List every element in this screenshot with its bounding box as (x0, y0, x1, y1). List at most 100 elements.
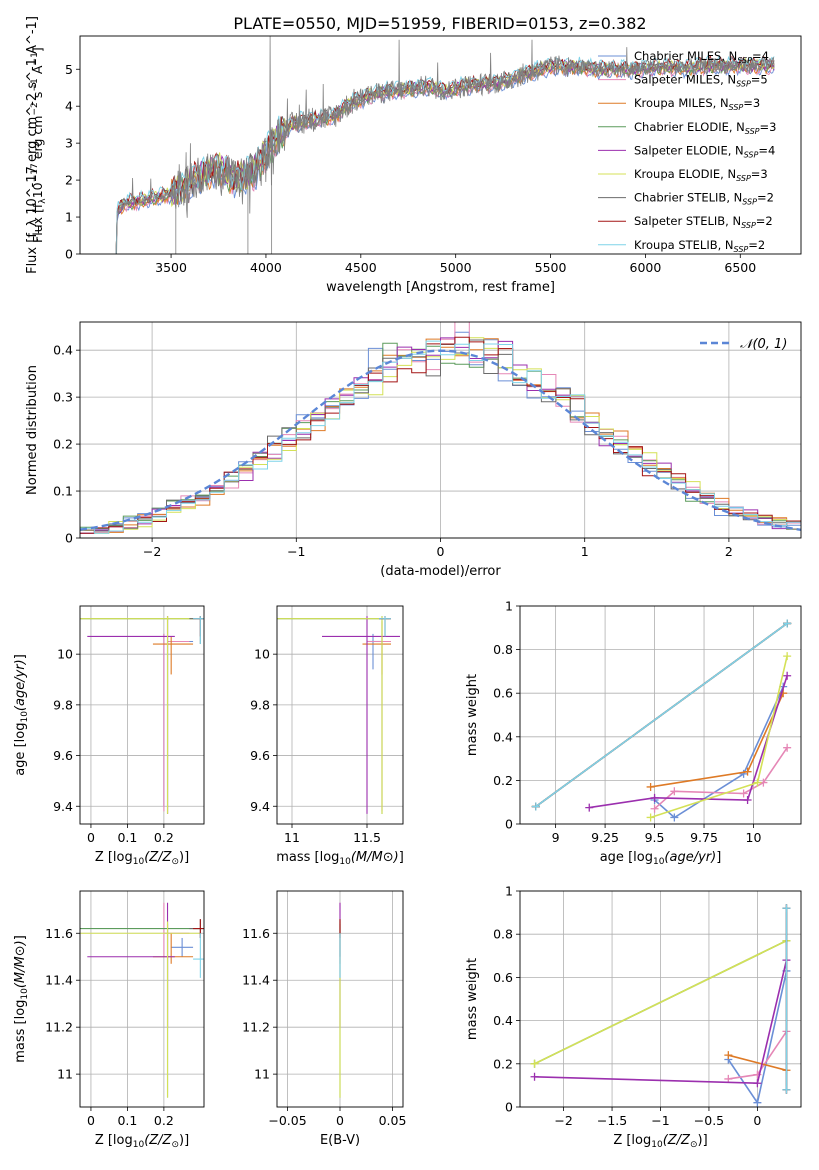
residual-histogram-panel: −2 −1 0 1 2 0 0.1 0.2 0.3 0.4 (data-model)/error No… (25, 321, 802, 579)
mass-vs-ebv-panel: −0.05 0 0.05 11 11.2 11.4 11.6 E(B-V) (242, 890, 407, 1148)
weight-marker (753, 1079, 762, 1088)
ticks: 3500 4000 4500 5000 5500 6000 6500 0 1 2 3 4 5 (65, 62, 756, 275)
y-axis-label: Normed distribution (25, 365, 40, 495)
weight-series-line (534, 939, 787, 1065)
x-tick-label: 5000 (440, 260, 472, 275)
axes-frame (519, 605, 802, 825)
errorbar-point (171, 937, 194, 957)
ticks: 0 0.1 0.2 9.4 9.6 9.8 10 (53, 647, 174, 845)
weight-marker (650, 804, 659, 813)
x-tick-label: −1 (651, 1113, 669, 1128)
weight-marker (739, 789, 748, 798)
x-tick-label: 11 (284, 830, 300, 845)
legend-entry: Kroupa MILES, NSSP=3 (634, 96, 760, 112)
axes-frame (519, 890, 802, 1108)
weight-marker (783, 652, 792, 661)
weight-marker (782, 1085, 791, 1094)
age-vs-mass-panel: 11 11.5 9.4 9.6 9.8 10 mass [log10(M/M⊙)] (250, 605, 404, 867)
weight-marker (585, 803, 594, 812)
y-axis-label: Flux [fλ 10 −17 erg cm −2 s −1 A −1 ] (30, 47, 48, 243)
y-tick-label: 11.2 (45, 1020, 73, 1035)
errorbar-point (152, 636, 194, 675)
errorbar-point (152, 933, 194, 964)
axes-frame (276, 605, 404, 825)
legend-entry: 𝒩(0, 1) (740, 337, 787, 352)
ticks: 0 0.1 0.2 11 11.2 11.4 11.6 (45, 926, 174, 1128)
x-axis-label: mass [log10(M/M⊙)] (276, 850, 404, 867)
weight-marker (783, 743, 792, 752)
y-tick-label: 0 (65, 531, 73, 546)
legend-entry: Kroupa ELODIE, NSSP=3 (634, 167, 768, 183)
x-tick-label: 3500 (155, 260, 187, 275)
x-axis-label: age [log10(age/yr)] (600, 850, 722, 867)
axes-frame (79, 890, 205, 1108)
data-layer (80, 902, 204, 1098)
data-layer (530, 904, 791, 1107)
x-tick-label: −2 (554, 1113, 572, 1128)
spectrum-panel: 3500 4000 4500 5000 5500 6000 6500 0 1 2 3 4 5 wavele… (25, 16, 802, 295)
weight-marker (743, 796, 752, 805)
errorbar-point (277, 616, 390, 814)
x-tick-label: 0.2 (154, 830, 174, 845)
model-spectrum-line (115, 55, 775, 254)
x-tick-label: 0 (87, 830, 95, 845)
x-axis-label: (data-model)/error (380, 564, 501, 579)
grid (80, 891, 204, 1107)
x-tick-label: 0.2 (154, 1113, 174, 1128)
x-tick-label: 4500 (345, 260, 377, 275)
x-axis-label: E(B-V) (320, 1133, 360, 1148)
data-layer (80, 322, 801, 534)
x-tick-label: 9.5 (645, 830, 665, 845)
x-tick-label: 0.05 (379, 1113, 407, 1128)
x-tick-label: 2 (725, 544, 733, 559)
x-tick-label: 0 (87, 1113, 95, 1128)
weight-marker (530, 1059, 539, 1068)
y-tick-label: 10 (254, 647, 270, 662)
data-layer (115, 36, 775, 254)
y-tick-label: 11.4 (45, 973, 73, 988)
axes-frame (276, 890, 404, 1108)
y-tick-label: 11.6 (45, 926, 73, 941)
weight-marker (646, 813, 655, 822)
x-tick-label: −1.5 (597, 1113, 627, 1128)
weight-marker (753, 778, 762, 787)
figure-title: PLATE=0550, MJD=51959, FIBERID=0153, z=0… (233, 14, 646, 33)
legend-entry: Salpeter MILES, NSSP=5 (634, 73, 768, 89)
x-tick-label: 0 (437, 544, 445, 559)
weight-vs-age-panel: 9 9.25 9.5 9.75 10 0 0.2 0.4 0.6 0.8 1 age [log10(a… (465, 599, 802, 867)
errorbar-point (367, 633, 391, 812)
x-tick-label: 6500 (724, 260, 756, 275)
weight-marker (783, 671, 792, 680)
x-axis-label: wavelength [Angstrom, rest frame] (326, 280, 555, 295)
y-tick-label: 0.4 (493, 1013, 513, 1028)
weight-marker (782, 904, 791, 913)
x-axis-label: Z [log10(Z/Z⊙)] (95, 850, 189, 867)
errorbar-point (189, 616, 204, 645)
y-tick-label: 5 (65, 62, 73, 77)
errorbar-point (322, 616, 400, 814)
spectrum-legend: Chabrier MILES, NSSP=4 Salpeter MILES, NS… (598, 49, 776, 254)
weight-series-line (535, 622, 788, 808)
weight-series-line (650, 692, 784, 788)
y-tick-label: 0.2 (493, 1056, 513, 1071)
y-tick-label: 0.2 (53, 437, 73, 452)
weight-marker (670, 813, 679, 822)
axes-frame (79, 35, 802, 255)
y-tick-label: 10 (57, 647, 73, 662)
weight-marker (530, 1072, 539, 1081)
y-axis-label: Flux [f_λ 10^-17 erg cm^-2 s^-1 A^-1] (25, 16, 40, 274)
y-tick-label: 1 (505, 599, 513, 614)
y-tick-label: 9.6 (250, 748, 270, 763)
ticks: −2 −1.5 −1 −0.5 0 0 0.2 0.4 0.6 0.8 1 (493, 884, 761, 1129)
x-tick-label: −1 (287, 544, 305, 559)
y-tick-label: 0 (65, 247, 73, 262)
errorbar-point (193, 933, 204, 978)
errorbar-point (80, 616, 201, 814)
x-tick-label: −2 (143, 544, 161, 559)
weight-marker (783, 619, 792, 628)
errorbar-point (379, 616, 391, 637)
y-tick-label: 11.2 (242, 1020, 270, 1035)
y-tick-label: 0.4 (493, 729, 513, 744)
x-tick-label: 0 (753, 1113, 761, 1128)
